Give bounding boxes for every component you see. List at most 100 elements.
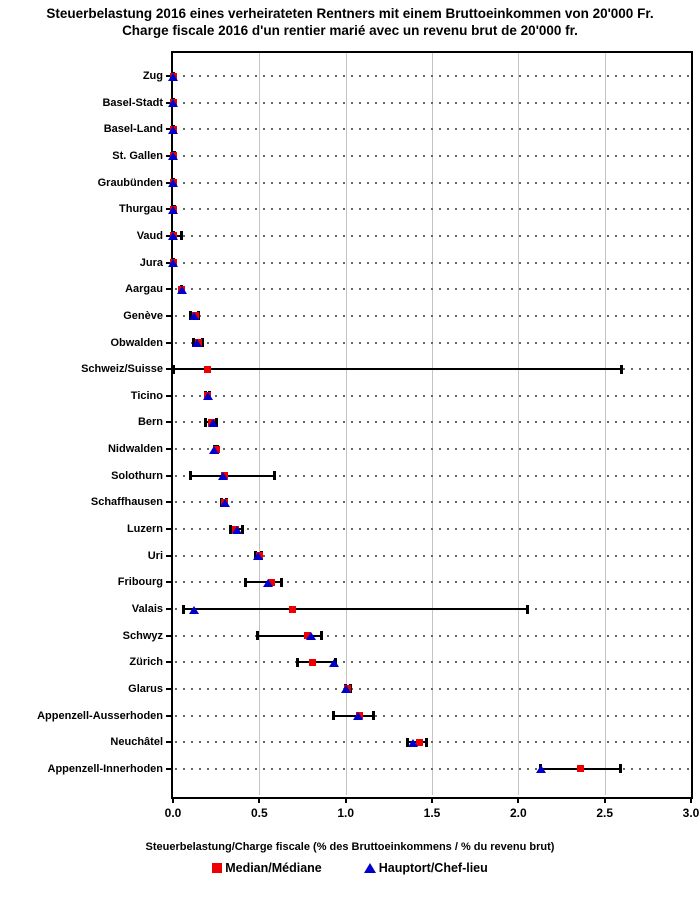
row-dotted-line <box>175 288 689 291</box>
canton-label: Obwalden <box>110 336 163 349</box>
legend-label: Median/Médiane <box>225 861 322 875</box>
legend-item: Median/Médiane <box>212 861 322 875</box>
canton-label: Schweiz/Suisse <box>81 363 163 376</box>
range-min-cap <box>244 577 247 587</box>
row-dotted-line <box>175 741 689 744</box>
row-dotted-line <box>175 501 689 504</box>
canton-label: Neuchâtel <box>110 736 163 749</box>
capital-marker <box>188 605 199 614</box>
row-dotted-line <box>175 714 689 717</box>
row-dotted-line <box>175 767 689 770</box>
canton-label: Jura <box>139 256 163 269</box>
row-dotted-line <box>175 474 689 477</box>
canton-label: Schwyz <box>122 629 163 642</box>
legend-item: Hauptort/Chef-lieu <box>363 861 488 875</box>
legend: Median/Médiane Hauptort/Chef-lieu <box>0 861 700 875</box>
capital-marker <box>252 552 263 561</box>
y-axis-tick <box>166 687 172 690</box>
x-axis-tick <box>517 797 520 803</box>
range-bar <box>173 368 622 371</box>
capital-marker <box>168 99 178 108</box>
row-dotted-line <box>175 154 689 157</box>
capital-marker <box>340 685 351 694</box>
canton-label: Glarus <box>128 682 163 695</box>
capital-marker <box>168 259 178 267</box>
range-min-cap <box>188 471 192 481</box>
capital-marker <box>535 765 546 774</box>
range-min-cap <box>181 604 185 614</box>
capital-marker <box>306 632 317 641</box>
x-axis-tick <box>603 797 606 803</box>
range-max-cap <box>425 737 429 747</box>
grid-line <box>604 53 606 795</box>
capital-marker <box>352 712 363 721</box>
range-max-cap <box>320 631 323 641</box>
x-tick-label: 0.5 <box>250 806 268 820</box>
y-axis-tick <box>166 608 172 610</box>
capital-marker <box>168 179 178 188</box>
x-tick-label: 0.0 <box>164 806 182 820</box>
y-axis-tick <box>166 528 172 530</box>
capital-marker <box>176 285 187 294</box>
row-dotted-line <box>175 261 689 264</box>
canton-label: Basel-Stadt <box>102 96 163 109</box>
y-axis-tick <box>166 634 172 637</box>
capital-marker <box>209 445 220 454</box>
x-tick-label: 2.5 <box>596 806 614 820</box>
capital-marker <box>202 392 213 401</box>
row-dotted-line <box>175 101 689 104</box>
y-axis-tick <box>166 474 172 477</box>
median-square-icon <box>212 863 223 873</box>
median-marker <box>288 605 296 613</box>
row-dotted-line <box>175 528 689 530</box>
grid-line <box>345 53 347 795</box>
capital-marker <box>218 472 229 481</box>
x-axis-tick <box>344 797 347 803</box>
y-axis-tick <box>166 741 172 744</box>
median-marker <box>309 658 317 666</box>
canton-label: Nidwalden <box>107 443 163 456</box>
capital-marker <box>263 578 273 587</box>
x-axis-tick <box>690 797 692 803</box>
canton-label: Graubünden <box>97 176 163 189</box>
capital-marker <box>192 339 203 347</box>
x-tick-label: 2.0 <box>509 806 527 820</box>
capital-marker <box>168 125 178 134</box>
capital-triangle-icon <box>363 863 376 873</box>
row-dotted-line <box>175 181 689 184</box>
canton-label: Genève <box>123 309 163 322</box>
median-marker <box>204 365 211 373</box>
chart-title-de: Steuerbelastung 2016 eines verheirateten… <box>46 6 654 21</box>
canton-label: Uri <box>147 549 163 562</box>
canton-label: Bern <box>137 416 163 429</box>
range-max-cap <box>618 764 622 774</box>
x-axis-tick <box>172 797 174 803</box>
row-dotted-line <box>175 394 689 397</box>
range-min-cap <box>204 417 208 427</box>
capital-marker <box>168 152 178 161</box>
canton-label: Basel-Land <box>103 123 163 136</box>
canton-label: Appenzell-Innerhoden <box>47 762 164 775</box>
canton-label: Zürich <box>129 656 163 669</box>
canton-label: Aargau <box>125 283 163 296</box>
y-axis-tick <box>166 368 172 371</box>
capital-marker <box>219 498 230 507</box>
y-axis-tick <box>166 394 172 397</box>
capital-marker <box>188 312 199 321</box>
legend-label: Hauptort/Chef-lieu <box>378 861 488 875</box>
row-dotted-line <box>175 554 689 557</box>
range-min-cap <box>256 631 260 641</box>
range-max-cap <box>180 231 184 241</box>
row-dotted-line <box>175 421 689 424</box>
range-min-cap <box>406 737 410 747</box>
range-min-cap <box>228 524 232 534</box>
grid-line <box>518 53 520 795</box>
row-dotted-line <box>175 208 689 211</box>
range-max-cap <box>280 577 284 587</box>
row-dotted-line <box>175 128 689 131</box>
y-axis-tick <box>166 341 172 344</box>
range-bar <box>257 634 322 637</box>
row-dotted-line <box>175 448 689 451</box>
y-axis-tick <box>166 501 172 504</box>
